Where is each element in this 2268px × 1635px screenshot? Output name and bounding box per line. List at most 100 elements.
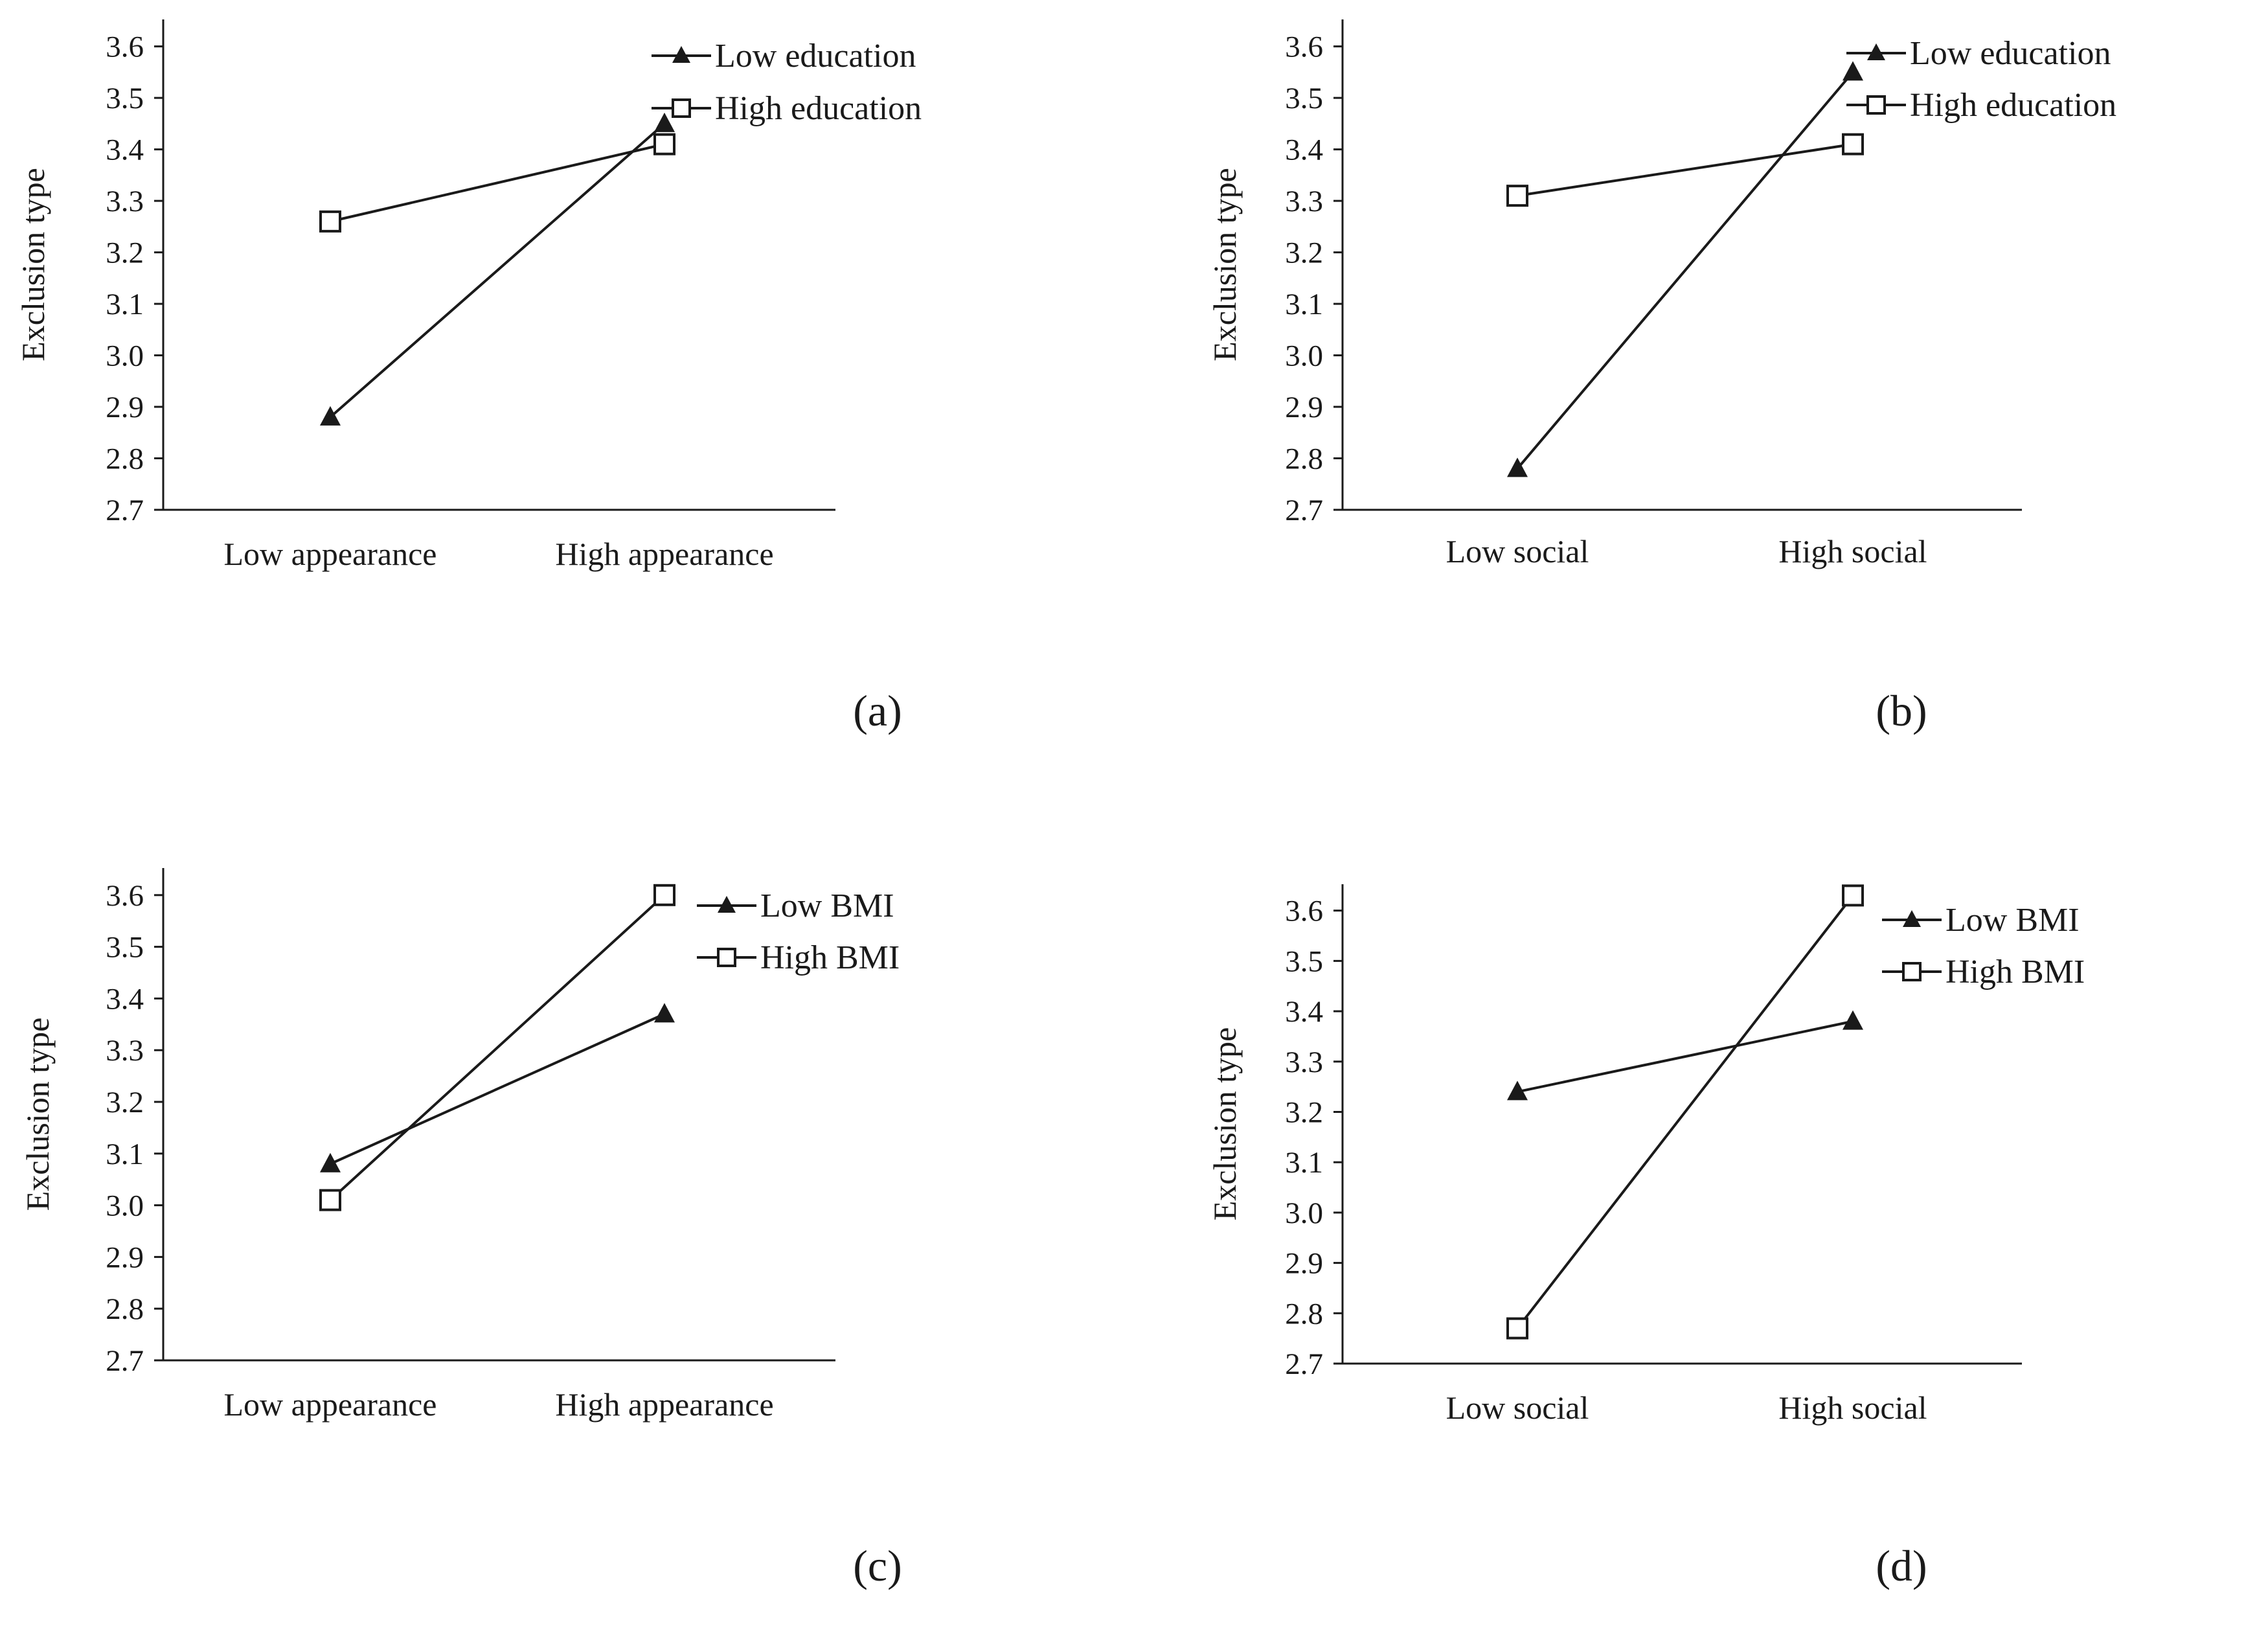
data-point-triangle (320, 406, 341, 426)
legend-label: High BMI (1945, 954, 2085, 990)
y-tick-label: 2.9 (106, 1241, 144, 1274)
x-category-label: High appearance (555, 1386, 773, 1423)
legend-marker-triangle (1867, 43, 1885, 60)
data-point-square (1506, 1317, 1528, 1340)
legend-marker-triangle (718, 896, 736, 913)
legend-marker-triangle (672, 46, 690, 63)
y-tick-label: 3.5 (1285, 82, 1323, 115)
x-category-label: High appearance (555, 536, 773, 572)
legend-marker-square (1866, 95, 1886, 115)
y-tick-label: 3.1 (1285, 288, 1323, 321)
y-tick-label: 3.0 (106, 339, 144, 373)
panel-label: (d) (1876, 1541, 1927, 1590)
data-point-triangle (320, 1152, 341, 1172)
series-line-1 (330, 1012, 665, 1165)
y-tick-label: 3.2 (106, 236, 144, 270)
y-tick-label: 3.3 (106, 185, 144, 218)
data-point-triangle (1507, 1080, 1528, 1101)
legend-marker-square (672, 98, 691, 118)
y-tick-label: 3.6 (1285, 895, 1323, 928)
data-point-triangle (654, 112, 675, 132)
legend-label: Low education (1910, 35, 2111, 72)
y-tick-label: 3.4 (106, 133, 144, 167)
data-point-square (653, 133, 675, 155)
series-line-2 (329, 894, 666, 1202)
series-line-1 (1517, 1020, 1854, 1093)
y-tick-label: 3.3 (1285, 185, 1323, 218)
y-tick-label: 3.1 (106, 1138, 144, 1171)
data-point-triangle (1843, 61, 1863, 81)
y-tick-label: 3.5 (106, 82, 144, 115)
series-line-1 (329, 122, 666, 418)
x-category-label: High social (1778, 1389, 1927, 1426)
data-point-square (319, 1189, 341, 1211)
y-tick-label: 3.5 (1285, 944, 1323, 978)
panel-label: (a) (853, 686, 902, 735)
y-tick-label: 2.8 (106, 1292, 144, 1326)
y-tick-label: 2.8 (1285, 442, 1323, 476)
y-tick-label: 2.8 (1285, 1297, 1323, 1331)
chart-panel-4: 2.7 2.8 2.9 3.0 3.1 3.2 3.3 3.4 3.5 3.6 Exclusion … (1207, 884, 2085, 1590)
y-tick-label: 2.7 (1285, 494, 1323, 527)
y-axis-label: Exclusion type (15, 168, 51, 361)
series-line-1 (1516, 71, 1854, 470)
y-tick-label: 3.2 (106, 1086, 144, 1119)
legend-marker-square (717, 948, 736, 967)
y-tick-label: 2.7 (1285, 1347, 1323, 1381)
y-tick-label: 3.3 (106, 1034, 144, 1068)
y-tick-label: 3.6 (106, 30, 144, 64)
series-line-2 (1516, 895, 1854, 1329)
y-axis-label: Exclusion type (19, 1018, 56, 1211)
legend-marker-triangle (1903, 910, 1921, 927)
data-point-triangle (1507, 457, 1528, 477)
y-tick-label: 3.6 (1285, 30, 1323, 64)
chart-panel-1: 2.7 2.8 2.9 3.0 3.1 3.2 3.3 3.4 3.5 3.6 Exclusion … (15, 19, 922, 735)
y-tick-label: 3.4 (1285, 995, 1323, 1029)
y-tick-label: 3.2 (1285, 236, 1323, 270)
y-tick-label: 3.3 (1285, 1046, 1323, 1079)
y-tick-label: 3.4 (106, 982, 144, 1016)
data-point-square (319, 210, 341, 233)
y-tick-label: 2.8 (106, 442, 144, 476)
legend-label: High BMI (760, 939, 900, 976)
y-tick-label: 2.9 (1285, 1247, 1323, 1281)
x-category-label: Low appearance (224, 1386, 437, 1423)
y-tick-label: 3.0 (106, 1189, 144, 1223)
data-point-square (1842, 884, 1864, 907)
data-point-triangle (1843, 1010, 1863, 1030)
y-tick-label: 3.1 (1285, 1146, 1323, 1180)
legend-label: Low education (715, 38, 916, 74)
y-tick-label: 3.4 (1285, 133, 1323, 167)
legend-label: High education (715, 90, 922, 127)
data-point-square (1506, 185, 1528, 207)
y-tick-label: 2.9 (1285, 391, 1323, 424)
legend-label: High education (1910, 87, 2116, 124)
y-tick-label: 2.7 (106, 1344, 144, 1378)
y-tick-label: 2.7 (106, 494, 144, 527)
legend-label: Low BMI (1945, 902, 2080, 939)
y-axis-label: Exclusion type (1207, 1027, 1243, 1221)
y-tick-label: 3.0 (1285, 1196, 1323, 1230)
y-tick-label: 3.1 (106, 288, 144, 321)
series-line-2 (330, 143, 665, 223)
legend-marker-square (1902, 962, 1922, 981)
data-point-square (653, 884, 675, 906)
series-line-2 (1517, 143, 1854, 198)
y-tick-label: 3.5 (106, 931, 144, 965)
x-category-label: Low social (1446, 1389, 1589, 1426)
data-point-square (1842, 133, 1864, 155)
panel-label: (b) (1876, 686, 1927, 735)
chart-panel-2: 2.7 2.8 2.9 3.0 3.1 3.2 3.3 3.4 3.5 3.6 Exclusion … (1207, 19, 2116, 735)
y-tick-label: 3.6 (106, 879, 144, 913)
panel-label: (c) (853, 1541, 902, 1590)
x-category-label: Low appearance (224, 536, 437, 572)
y-tick-label: 3.2 (1285, 1096, 1323, 1130)
legend-label: Low BMI (760, 887, 894, 924)
y-axis-label: Exclusion type (1207, 168, 1243, 361)
y-tick-label: 2.9 (106, 391, 144, 424)
chart-panel-3: 2.7 2.8 2.9 3.0 3.1 3.2 3.3 3.4 3.5 3.6 Exclusion … (19, 868, 902, 1590)
x-category-label: High social (1778, 533, 1927, 569)
x-category-label: Low social (1446, 533, 1589, 569)
y-tick-label: 3.0 (1285, 339, 1323, 373)
